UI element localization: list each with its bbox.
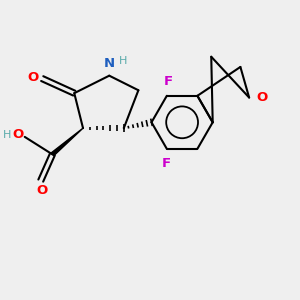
Text: O: O xyxy=(37,184,48,197)
Polygon shape xyxy=(51,128,83,156)
Text: N: N xyxy=(104,57,115,70)
Text: F: F xyxy=(164,75,173,88)
Text: O: O xyxy=(28,70,39,84)
Text: O: O xyxy=(12,128,23,141)
Text: H: H xyxy=(118,56,127,66)
Text: F: F xyxy=(162,157,171,170)
Text: H: H xyxy=(3,130,12,140)
Text: O: O xyxy=(256,91,268,104)
